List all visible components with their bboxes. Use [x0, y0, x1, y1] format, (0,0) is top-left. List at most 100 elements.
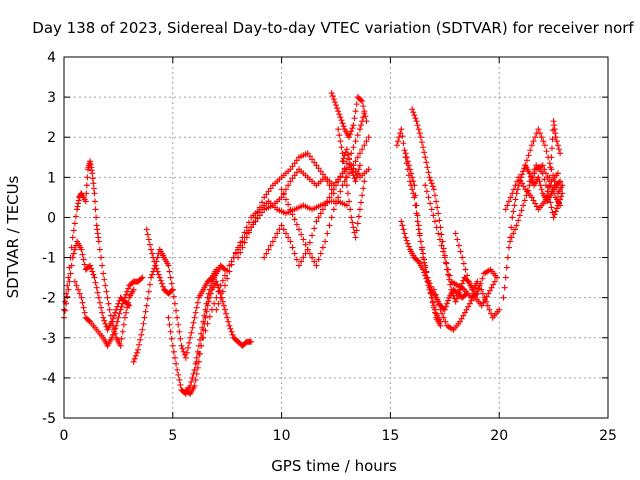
data-point-marker: [306, 153, 313, 160]
data-point-marker: [548, 204, 555, 211]
y-tick-label: 2: [47, 130, 56, 146]
data-point-marker: [554, 170, 561, 177]
data-point-marker: [191, 382, 198, 389]
data-point-marker: [298, 231, 305, 238]
data-point-marker: [458, 315, 465, 322]
data-point-marker: [558, 193, 565, 200]
data-point-marker: [507, 238, 514, 245]
data-point-marker: [328, 90, 335, 97]
y-tick-label: -1: [42, 251, 56, 267]
data-point-marker: [125, 299, 132, 306]
data-point-marker: [263, 250, 270, 257]
data-point-marker: [90, 180, 97, 187]
data-point-marker: [504, 254, 511, 261]
data-point-marker: [93, 214, 100, 221]
data-point-marker: [343, 182, 350, 189]
data-point-marker: [464, 272, 471, 279]
data-point-marker: [108, 334, 115, 341]
data-point-marker: [346, 134, 353, 141]
series-track-13: [328, 90, 370, 141]
data-point-marker: [62, 298, 69, 305]
data-point-marker: [224, 275, 231, 282]
data-point-marker: [405, 162, 412, 169]
data-point-marker: [496, 306, 503, 313]
data-point-marker: [486, 287, 493, 294]
data-point-marker: [457, 248, 464, 255]
data-point-marker: [446, 272, 453, 279]
data-point-marker: [224, 314, 231, 321]
data-point-marker: [174, 314, 181, 321]
data-point-marker: [193, 358, 200, 365]
data-point-marker: [540, 138, 547, 145]
data-point-marker: [445, 297, 452, 304]
data-point-marker: [120, 321, 127, 328]
data-point-marker: [118, 335, 125, 342]
data-point-marker: [363, 138, 370, 145]
data-point-marker: [192, 309, 199, 316]
data-point-marker: [519, 180, 526, 187]
data-point-marker: [501, 284, 508, 291]
data-point-marker: [482, 296, 489, 303]
data-point-marker: [302, 241, 309, 248]
data-point-marker: [457, 318, 464, 325]
data-point-marker: [343, 202, 350, 209]
data-point-marker: [427, 283, 434, 290]
data-point-marker: [438, 231, 445, 238]
data-point-marker: [557, 178, 564, 185]
series-track-7: [182, 278, 255, 397]
data-point-marker: [304, 150, 311, 157]
data-point-marker: [359, 192, 366, 199]
data-point-marker: [548, 145, 555, 152]
data-point-marker: [190, 319, 197, 326]
data-point-marker: [460, 260, 467, 267]
data-point-marker: [67, 270, 74, 277]
data-point-marker: [350, 162, 357, 169]
data-point-marker: [213, 278, 220, 285]
data-point-marker: [404, 158, 411, 165]
data-point-marker: [412, 115, 419, 122]
data-point-marker: [117, 306, 124, 313]
data-point-marker: [175, 371, 182, 378]
data-point-marker: [509, 214, 516, 221]
data-point-marker: [353, 174, 360, 181]
data-point-marker: [422, 264, 429, 271]
chart-title: Day 138 of 2023, Sidereal Day-to-day VTE…: [32, 19, 634, 37]
data-point-marker: [537, 182, 544, 189]
data-point-marker: [334, 105, 341, 112]
data-point-marker: [425, 169, 432, 176]
data-point-marker: [306, 250, 313, 257]
data-point-marker: [138, 331, 145, 338]
data-point-marker: [350, 144, 357, 151]
data-point-marker: [530, 197, 537, 204]
data-point-marker: [344, 190, 351, 197]
data-point-marker: [414, 218, 421, 225]
x-tick-label: 0: [60, 428, 69, 444]
data-point-marker: [92, 206, 99, 213]
data-point-marker: [552, 208, 559, 215]
data-point-marker: [402, 150, 409, 157]
data-point-marker: [65, 286, 72, 293]
data-point-marker: [80, 304, 87, 311]
data-point-marker: [333, 200, 339, 207]
data-point-marker: [71, 278, 78, 285]
data-point-marker: [436, 217, 443, 224]
data-point-marker: [153, 265, 160, 272]
data-point-marker: [309, 156, 316, 163]
data-point-marker: [342, 174, 349, 181]
data-point-marker: [513, 222, 520, 229]
y-tick-label: 0: [47, 210, 56, 226]
data-point-marker: [328, 190, 335, 197]
data-point-marker: [412, 192, 419, 199]
data-point-marker: [265, 246, 272, 253]
data-point-marker: [422, 154, 429, 161]
data-point-marker: [512, 182, 519, 189]
data-point-marker: [311, 225, 318, 232]
data-point-marker: [219, 277, 226, 284]
data-point-marker: [479, 275, 486, 282]
data-point-marker: [263, 191, 270, 198]
data-point-marker: [414, 257, 421, 264]
data-point-marker: [414, 212, 421, 219]
x-tick-label: 5: [168, 428, 177, 444]
data-point-marker: [322, 202, 329, 209]
data-point-marker: [433, 198, 440, 205]
